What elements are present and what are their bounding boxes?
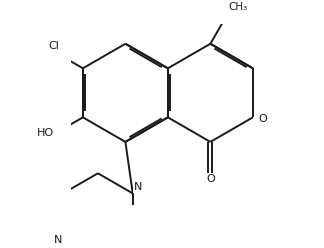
Text: CH₃: CH₃ — [229, 2, 248, 12]
Text: HO: HO — [37, 128, 54, 138]
Text: N: N — [134, 182, 143, 192]
Text: N: N — [53, 235, 62, 245]
Text: O: O — [206, 174, 215, 184]
Text: O: O — [258, 114, 267, 124]
Text: Cl: Cl — [49, 41, 59, 51]
